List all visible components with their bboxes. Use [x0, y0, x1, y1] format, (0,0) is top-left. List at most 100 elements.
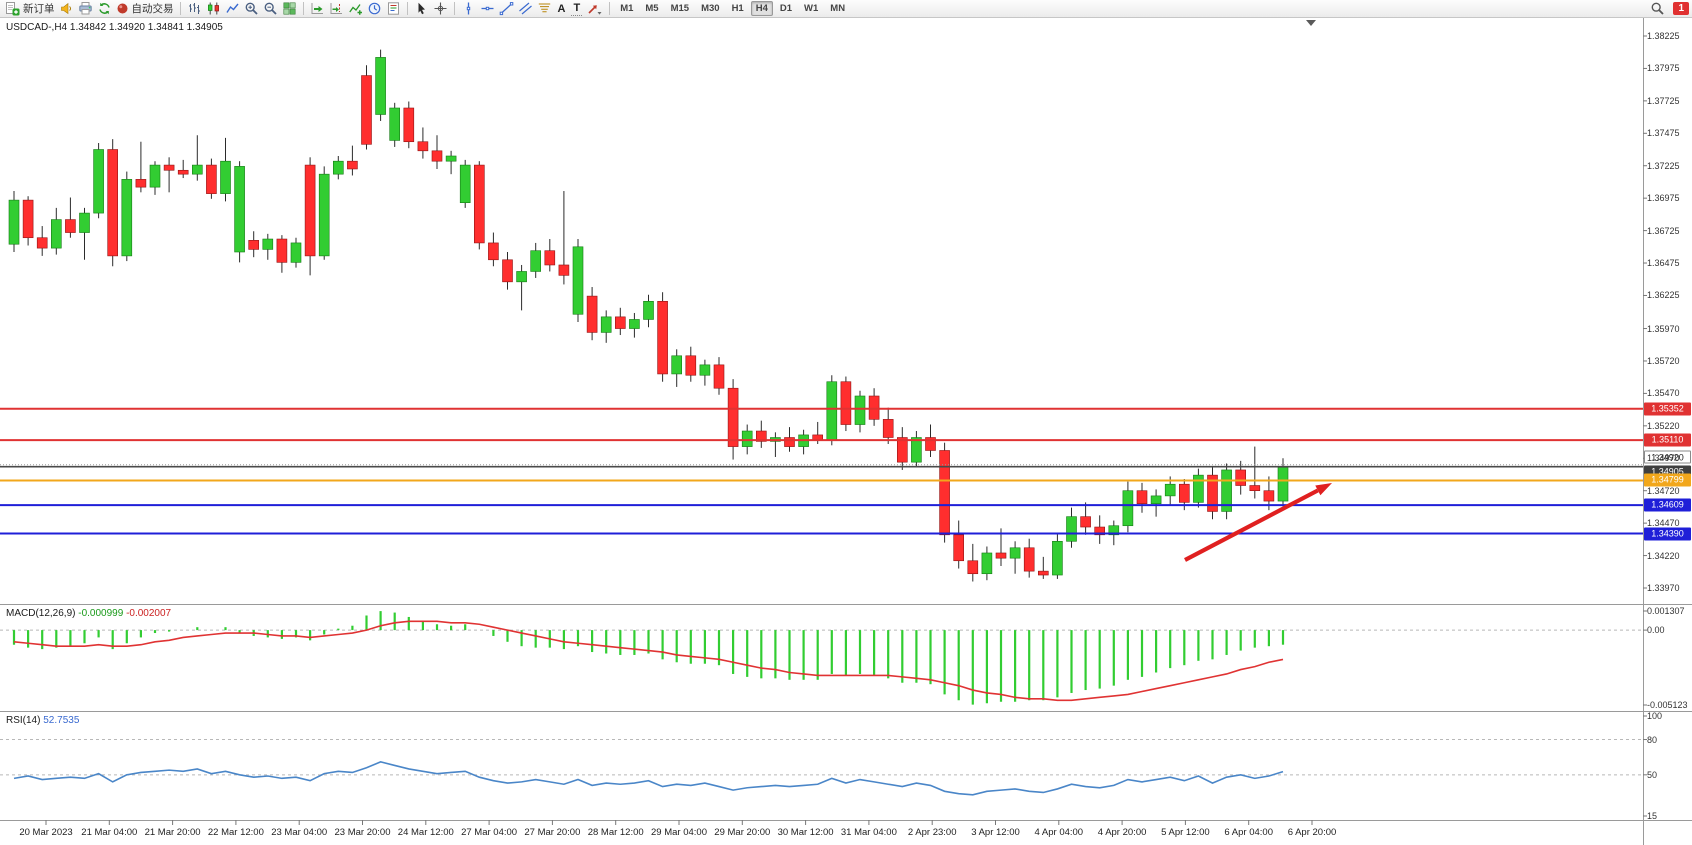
- zoom-in-button[interactable]: [242, 1, 261, 17]
- candle: [882, 407, 894, 444]
- arrows-tool-button[interactable]: [584, 1, 605, 17]
- chart-shift-marker[interactable]: [1306, 20, 1316, 26]
- vertical-line-tool-button[interactable]: [459, 1, 478, 17]
- candle: [530, 242, 542, 278]
- candlestick-icon: [207, 2, 219, 15]
- candle: [248, 231, 259, 258]
- candle: [50, 207, 62, 255]
- print-button[interactable]: [76, 1, 95, 17]
- candle: [586, 287, 598, 341]
- crosshair-button[interactable]: [431, 1, 450, 17]
- crosshair-icon: [434, 2, 446, 15]
- candle: [318, 166, 330, 260]
- fibonacci-icon: [538, 3, 550, 13]
- candle: [135, 141, 147, 193]
- tf-button-m15[interactable]: M15: [670, 3, 690, 14]
- autotrading-button[interactable]: 自动交易: [114, 1, 176, 17]
- toolbar-separator: [179, 2, 181, 15]
- candle: [953, 520, 965, 569]
- line-chart-type-button[interactable]: [223, 1, 242, 17]
- channel-tool-button[interactable]: [516, 1, 535, 17]
- tile-windows-button[interactable]: [280, 1, 299, 17]
- auto-scroll-icon: [311, 3, 323, 14]
- candle: [826, 375, 838, 446]
- candle: [107, 139, 118, 267]
- candle: [699, 359, 711, 386]
- notification-badge[interactable]: 1: [1673, 2, 1689, 15]
- bars-chart-type-button[interactable]: [185, 1, 204, 17]
- label-tool-button[interactable]: T: [569, 1, 584, 17]
- candles-chart-type-button[interactable]: [204, 1, 223, 17]
- candle: [304, 157, 316, 276]
- tf-button-w1[interactable]: W1: [804, 3, 819, 14]
- candle: [995, 528, 1007, 566]
- candle: [149, 161, 161, 195]
- candle: [629, 312, 640, 338]
- chart-shift-icon: [330, 3, 342, 14]
- indicators-icon: [348, 4, 362, 15]
- indicators-button[interactable]: [346, 1, 365, 17]
- clock-icon: [368, 2, 380, 15]
- horizontal-line-tool-button[interactable]: [478, 1, 497, 17]
- candle: [262, 233, 274, 260]
- candle: [234, 161, 245, 263]
- tf-button-h1[interactable]: H1: [731, 3, 744, 14]
- candle: [1038, 556, 1049, 579]
- template-icon: [387, 2, 399, 15]
- candle: [981, 546, 993, 581]
- auto-scroll-button[interactable]: [308, 1, 327, 17]
- candle: [290, 237, 302, 268]
- candle: [1277, 458, 1289, 507]
- printer-icon: [78, 2, 92, 15]
- label-tool-icon: T: [571, 2, 583, 16]
- tf-button-h4[interactable]: H4: [750, 1, 773, 16]
- candle: [1080, 502, 1091, 535]
- arrow-tool-icon: [588, 5, 602, 15]
- candle: [347, 145, 358, 176]
- candle: [614, 307, 626, 336]
- chart-shift-button[interactable]: [327, 1, 346, 17]
- candle: [473, 161, 485, 250]
- candle: [685, 346, 697, 382]
- candle: [657, 292, 668, 382]
- search-button[interactable]: [1648, 1, 1667, 17]
- new-order-icon: [6, 2, 20, 16]
- fibonacci-tool-button[interactable]: [535, 1, 554, 17]
- candle: [361, 65, 372, 150]
- toolbar-separator: [609, 2, 611, 15]
- trend-arrow[interactable]: [1184, 488, 1319, 562]
- candle: [1221, 463, 1232, 520]
- tf-button-d1[interactable]: D1: [779, 3, 793, 14]
- candle: [755, 420, 767, 448]
- search-icon: [1652, 2, 1665, 15]
- templates-button[interactable]: [384, 1, 403, 17]
- refresh-button[interactable]: [95, 1, 114, 17]
- vertical-line-icon: [466, 2, 470, 15]
- cursor-button[interactable]: [412, 1, 431, 17]
- new-order-button[interactable]: 新订单: [3, 1, 57, 17]
- toolbar-separator: [453, 2, 455, 15]
- tf-button-m1[interactable]: M1: [620, 3, 634, 14]
- announcements-button[interactable]: [57, 1, 76, 17]
- tf-button-m30[interactable]: M30: [701, 3, 720, 14]
- candle: [276, 235, 288, 273]
- candle: [502, 252, 513, 290]
- text-tool-button[interactable]: A: [554, 1, 570, 17]
- tf-button-mn[interactable]: MN: [830, 3, 846, 14]
- candle: [939, 442, 950, 543]
- main-toolbar: 新订单 自动交易: [0, 0, 1692, 18]
- periods-button[interactable]: [365, 1, 384, 17]
- candle: [65, 197, 76, 238]
- macd-signal-line: [13, 620, 1284, 702]
- horizontal-line-icon: [481, 6, 493, 11]
- candle: [1122, 481, 1134, 533]
- trendline-tool-button[interactable]: [497, 1, 516, 17]
- ohlc-bars-icon: [188, 3, 200, 14]
- tf-button-m5[interactable]: M5: [645, 3, 659, 14]
- candle: [417, 127, 429, 159]
- candle: [79, 207, 90, 260]
- zoom-out-button[interactable]: [261, 1, 280, 17]
- candle: [911, 431, 922, 468]
